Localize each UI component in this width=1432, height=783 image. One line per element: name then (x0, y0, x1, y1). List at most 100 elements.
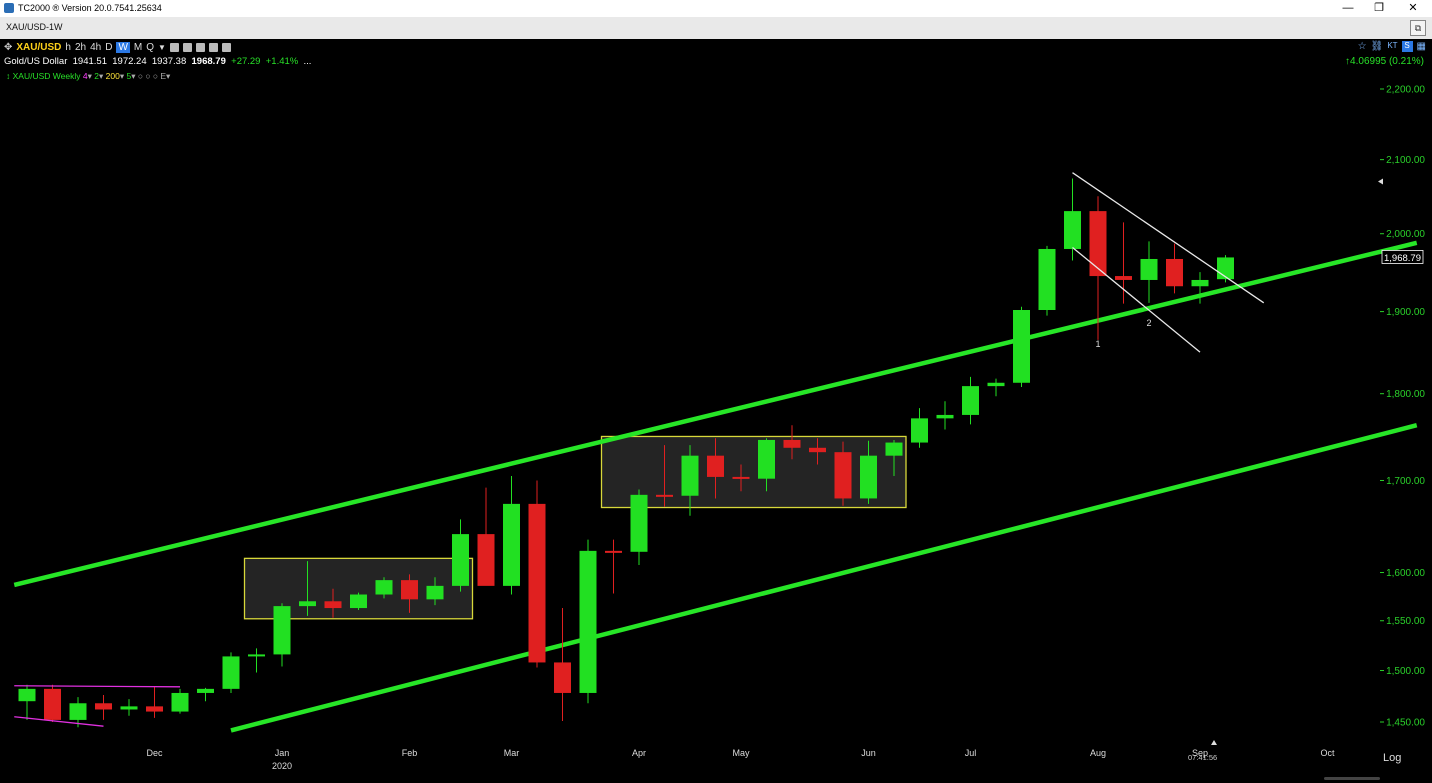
y-axis-label: 1,700.00 (1386, 476, 1425, 487)
candle-down (656, 494, 673, 497)
candle-up (1217, 257, 1234, 280)
y-axis-label: 1,500.00 (1386, 666, 1425, 677)
close-button[interactable]: ✕ (1408, 2, 1418, 14)
indicator-param-3[interactable]: 200 (105, 71, 120, 81)
timeframe-d[interactable]: D (105, 42, 113, 53)
candle-down (95, 703, 112, 710)
indicator-line[interactable]: ↕ XAU/USD Weekly 4▾ 2▾ 200▾ 5▾ ○ ○ ○ E▾ (6, 71, 171, 81)
candle-up (1191, 279, 1209, 287)
candle-up (503, 503, 520, 586)
old-channel-upper (14, 685, 181, 688)
more-button[interactable]: ... (303, 56, 312, 67)
candle-down (554, 662, 571, 693)
timeframe-h[interactable]: h (65, 42, 71, 53)
symbol-label[interactable]: XAU/USD (16, 42, 62, 53)
x-axis-label: Jul (965, 748, 977, 758)
candle-up (299, 601, 316, 607)
log-scale-button[interactable]: Log (1383, 752, 1402, 764)
quote-line: Gold/US Dollar 1941.51 1972.24 1937.38 1… (4, 56, 311, 67)
indicator-param-2[interactable]: 2 (94, 71, 99, 81)
candle-up (426, 585, 444, 600)
restore-icon[interactable]: ⧉ (1410, 20, 1426, 36)
candle-down (324, 601, 342, 609)
candle-up (962, 386, 979, 415)
restore-button[interactable]: ❐ (1374, 2, 1384, 14)
indicator-param-1[interactable]: 4 (82, 71, 88, 81)
timeframe-m[interactable]: M (133, 42, 143, 53)
candle-up (936, 414, 954, 419)
candle-down (44, 688, 61, 720)
timeframe-2h[interactable]: 2h (74, 42, 87, 53)
candle-down (528, 503, 546, 663)
minimize-button[interactable]: — (1342, 2, 1354, 14)
candle-down (1115, 276, 1132, 280)
star-icon[interactable]: ☆ (1357, 41, 1367, 52)
window-title: TC2000 ® Version 20.0.7541.25634 (18, 3, 162, 13)
timeframe-4h[interactable]: 4h (90, 42, 102, 53)
wave-label: 1 (1095, 339, 1100, 349)
candle-up (273, 606, 291, 655)
upper-channel (13, 240, 1418, 588)
sort-icon: ↕ (6, 71, 11, 81)
price-chart[interactable]: 1 2 1,450.00 1,500.00 1,550.00 1,600.00 1,700.… (0, 39, 1432, 783)
y-axis-label: 2,100.00 (1386, 155, 1425, 166)
x-axis-label: Oct (1320, 748, 1335, 758)
candle-up (69, 703, 87, 720)
x-axis-label: May (732, 748, 750, 758)
move-handle-icon[interactable]: ✥ (4, 42, 13, 53)
old-channel-lower (14, 716, 104, 727)
candle-up (248, 654, 265, 657)
last-value: 1968.79 (191, 56, 226, 67)
candle-up (758, 439, 775, 479)
link-icon[interactable]: ⛓ (1370, 41, 1384, 52)
horizontal-scroll-handle[interactable] (1324, 777, 1380, 780)
indicator-icon[interactable] (182, 43, 192, 52)
timeframe-w[interactable]: W (116, 42, 130, 53)
candle-down (707, 455, 724, 477)
chart-area[interactable]: 1 2 1,450.00 1,500.00 1,550.00 1,600.00 1,700.… (0, 39, 1432, 783)
last-price-box (1381, 250, 1424, 264)
high-value: 1972.24 (112, 56, 147, 67)
candle-up (18, 688, 36, 702)
candle-up (860, 455, 877, 499)
layout-icon[interactable] (208, 43, 218, 52)
candle-down (834, 452, 852, 499)
instrument-name: Gold/US Dollar (4, 56, 68, 67)
y-axis-label: 1,600.00 (1386, 568, 1425, 579)
candle-down (605, 550, 622, 553)
consolidation-box-may (600, 435, 907, 509)
indicator-param-4[interactable]: 5 (126, 71, 132, 81)
candle-up (1038, 248, 1056, 311)
drawing-tools-icon[interactable] (195, 43, 205, 52)
chart-tab[interactable]: XAU/USD-1W (6, 22, 63, 32)
candle-up (681, 455, 699, 496)
signal-icon[interactable]: S (1401, 41, 1413, 52)
timeframe-q[interactable]: Q (146, 42, 155, 53)
change-value: +27.29 (231, 56, 261, 67)
x-axis-label: Feb (402, 748, 418, 758)
x-axis-label: Jun (861, 748, 876, 758)
bar-style-icon[interactable] (169, 43, 179, 52)
candle-down (1089, 211, 1107, 277)
scroll-marker-icon (1378, 178, 1383, 185)
candle-down (401, 580, 418, 600)
share-icon[interactable] (221, 43, 231, 52)
lower-channel (230, 423, 1418, 733)
y-axis-label: 1,800.00 (1386, 389, 1425, 400)
candle-up (350, 594, 367, 609)
candle-up (1064, 211, 1081, 249)
x-axis-label: Apr (632, 748, 646, 758)
window-titlebar: TC2000 ® Version 20.0.7541.25634 — ❐ ✕ (0, 0, 1432, 17)
y-axis-label: 2,000.00 (1386, 229, 1425, 240)
candle-up (171, 692, 189, 712)
candle-up (1140, 258, 1158, 280)
indicator-name[interactable]: XAU/USD Weekly (12, 71, 81, 81)
net-change-value: 4.06995 (0.21%) (1350, 56, 1424, 67)
flag-lower (1072, 246, 1201, 353)
indicator-param-5[interactable]: E (160, 71, 167, 81)
bar-chart-icon[interactable]: ▦ (1416, 41, 1426, 52)
kt-icon[interactable]: KT (1387, 41, 1398, 50)
candle-up (452, 534, 469, 586)
x-axis-label: Sep (1192, 748, 1208, 758)
dropdown-arrow-icon[interactable]: ▼ (158, 43, 166, 52)
